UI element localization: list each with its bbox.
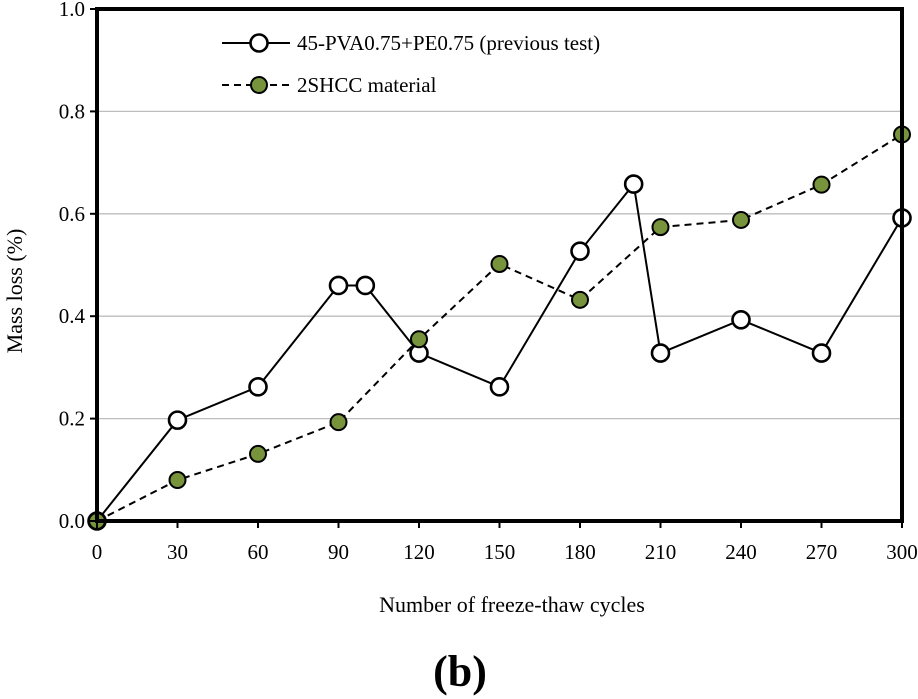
series-2-point: [329, 413, 348, 432]
series-1-point: [489, 377, 510, 397]
series-2-point: [249, 444, 267, 463]
x-tick-label: 0: [92, 540, 103, 564]
series-2-line: [96, 133, 903, 522]
series-2-point: [410, 330, 428, 349]
series-1-point: [570, 241, 590, 261]
x-tick-label: 30: [167, 540, 188, 564]
series-1-point: [355, 275, 376, 296]
x-tick-label: 180: [564, 540, 596, 564]
series-2-point: [168, 471, 187, 490]
series-2-legend-marker: [250, 76, 268, 94]
series-1-point: [167, 410, 188, 430]
series-1-point: [731, 309, 751, 330]
series-1-legend-label: 45-PVA0.75+PE0.75 (previous test): [297, 31, 600, 55]
x-tick-label: 120: [403, 540, 435, 564]
y-tick-label: 0.6: [59, 202, 85, 226]
y-tick-label: 1.0: [59, 0, 85, 21]
x-tick-label: 240: [725, 540, 757, 564]
x-tick-label: 300: [886, 540, 918, 564]
grid-lines: [97, 110, 902, 420]
y-tick-label: 0.0: [59, 509, 85, 533]
series-1-line: [96, 181, 903, 522]
series-2-point: [490, 254, 509, 273]
y-tick-label: 0.8: [59, 99, 85, 123]
series-2-point: [571, 290, 589, 309]
x-tick-label: 60: [248, 540, 269, 564]
y-tick-label: 0.2: [59, 407, 85, 431]
legend: 45-PVA0.75+PE0.75 (previous test) 2SHCC m…: [222, 31, 600, 97]
series-1-point: [328, 275, 349, 296]
axis-ticks: 0.0 0.2 0.4 0.6 0.8 1.0 0 30 60 90 120 150 180 210 240…: [59, 0, 918, 564]
series-1-point: [623, 174, 644, 194]
series-1-legend-marker: [249, 33, 269, 53]
y-tick-label: 0.4: [59, 304, 86, 328]
x-tick-label: 210: [645, 540, 677, 564]
series-layer: [87, 125, 912, 531]
series-2-legend-label: 2SHCC material: [297, 73, 437, 97]
y-axis-title: Mass loss (%): [2, 229, 27, 354]
series-1-point: [811, 343, 832, 363]
series-1-point: [650, 343, 671, 363]
series-2-point: [651, 218, 670, 237]
x-tick-label: 90: [328, 540, 349, 564]
series-2-point: [732, 210, 750, 229]
x-axis-title: Number of freeze-thaw cycles: [379, 592, 645, 617]
x-tick-label: 150: [484, 540, 516, 564]
series-1-point: [248, 377, 268, 397]
x-tick-label: 270: [806, 540, 838, 564]
series-2-point: [812, 175, 831, 194]
panel-label: (b): [433, 647, 487, 696]
